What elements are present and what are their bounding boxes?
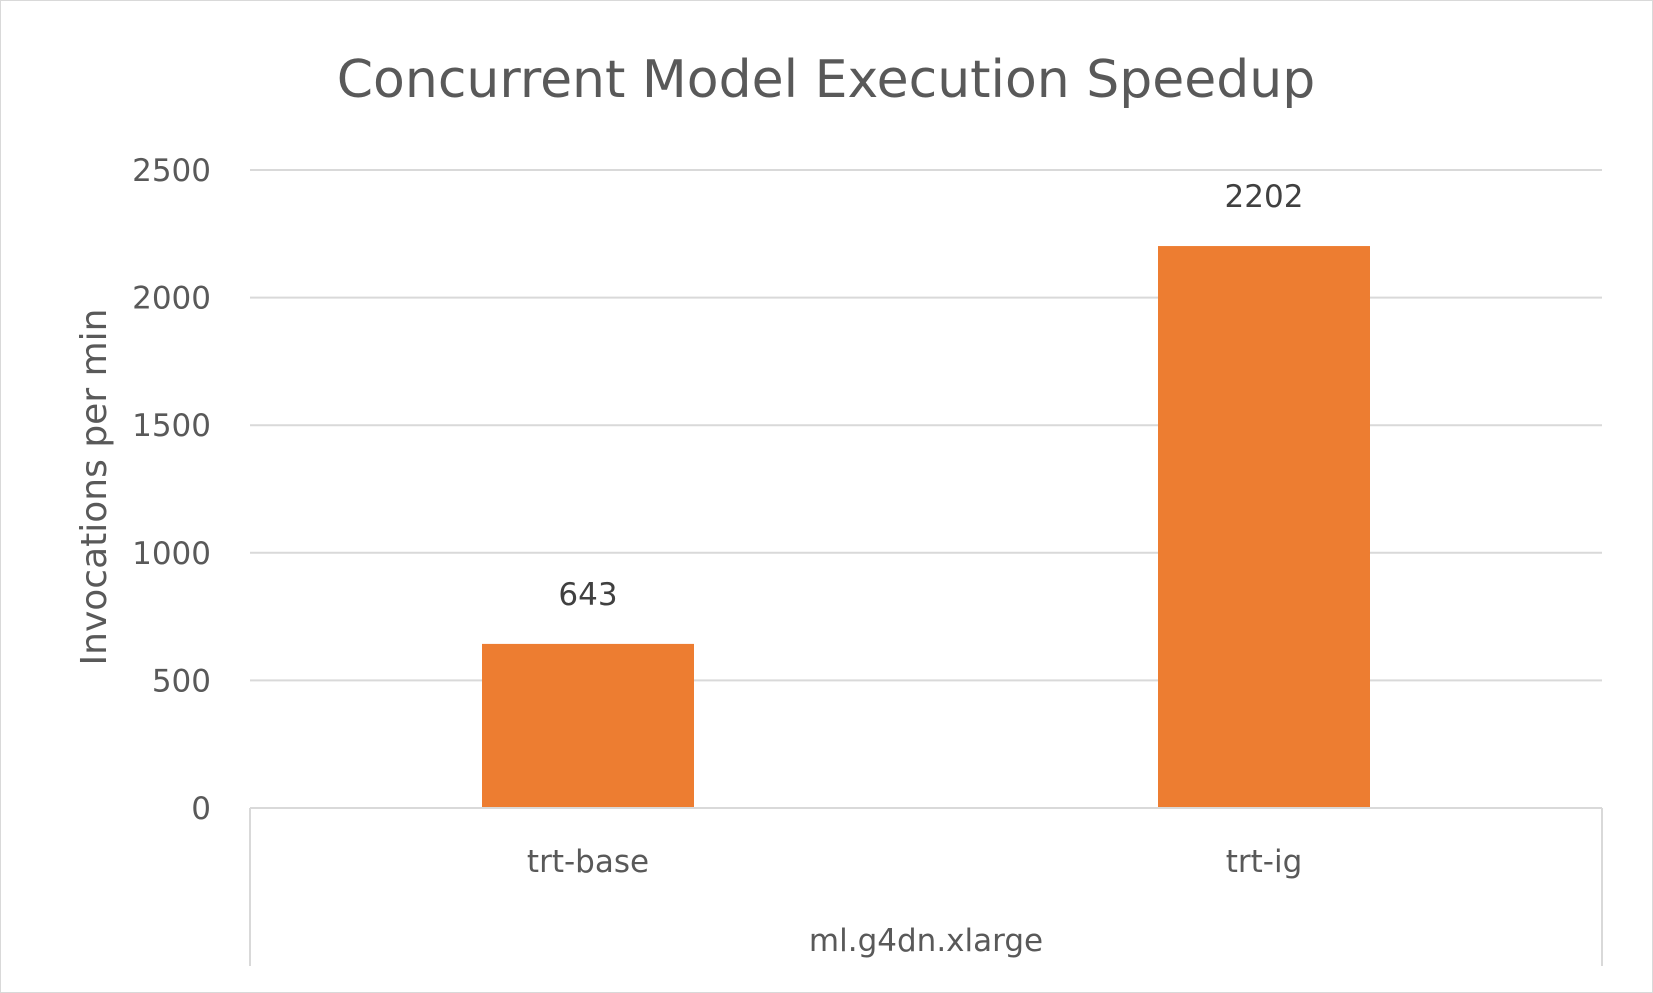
data-labels: 643 2202 bbox=[558, 179, 1303, 613]
category-labels: trt-base trt-ig ml.g4dn.xlarge bbox=[527, 844, 1302, 959]
y-tick-label: 2000 bbox=[132, 281, 211, 317]
bar-trt-ig bbox=[1158, 246, 1370, 808]
bar-trt-base bbox=[482, 643, 694, 808]
group-label: ml.g4dn.xlarge bbox=[809, 923, 1043, 959]
data-label: 2202 bbox=[1225, 179, 1304, 215]
category-label: trt-base bbox=[527, 844, 649, 880]
y-tick-label: 2500 bbox=[132, 153, 211, 189]
x-axis bbox=[249, 807, 1603, 966]
data-label: 643 bbox=[558, 577, 617, 613]
y-axis-ticks: 0 500 1000 1500 2000 2500 bbox=[132, 153, 211, 827]
chart-title: Concurrent Model Execution Speedup bbox=[337, 50, 1316, 110]
y-tick-label: 0 bbox=[191, 791, 211, 827]
category-label: trt-ig bbox=[1226, 844, 1303, 880]
y-tick-label: 1500 bbox=[132, 408, 211, 444]
bars bbox=[482, 246, 1370, 808]
y-tick-label: 1000 bbox=[132, 536, 211, 572]
y-axis-title: Invocations per min bbox=[74, 309, 115, 666]
gridlines bbox=[250, 169, 1602, 682]
y-tick-label: 500 bbox=[152, 663, 211, 699]
